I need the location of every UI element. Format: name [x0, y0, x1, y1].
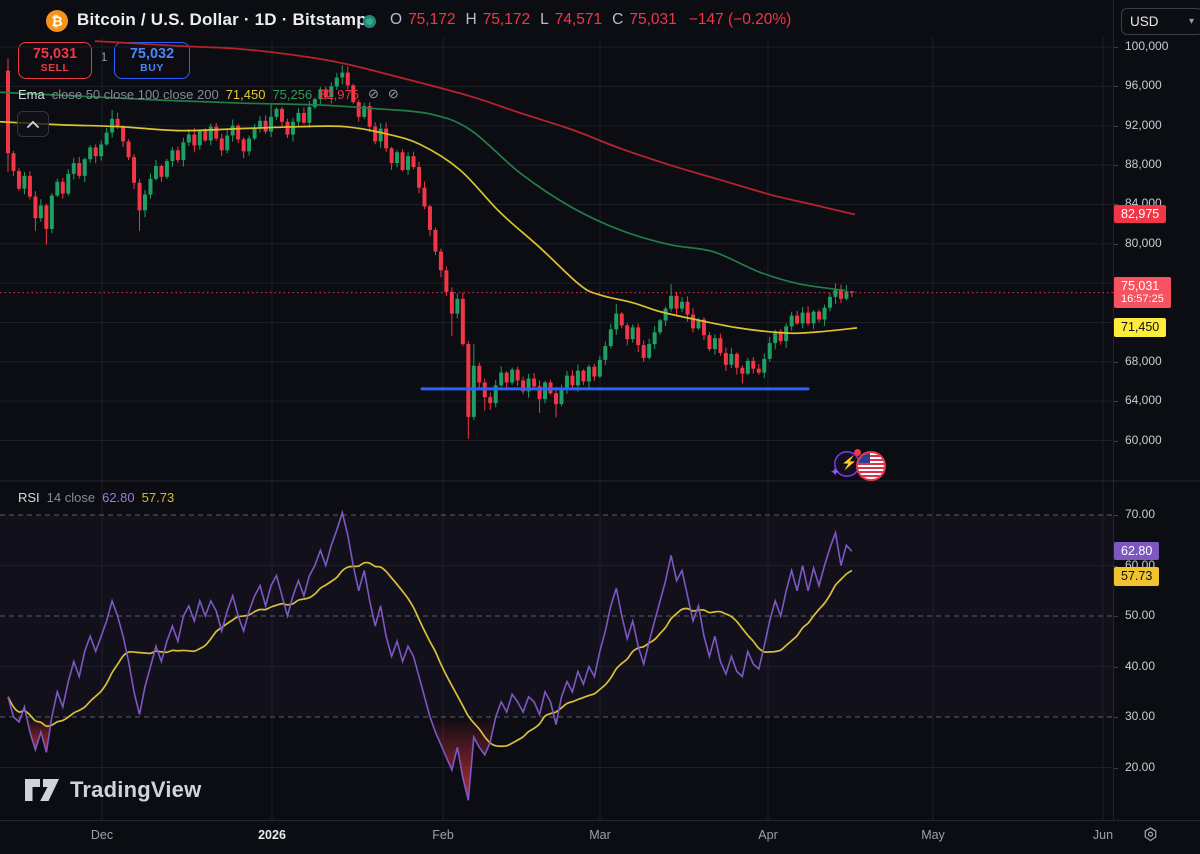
- price-tick-label: 80,000: [1125, 235, 1162, 250]
- time-label-apr: Apr: [758, 828, 778, 842]
- ema200-line[interactable]: [94, 40, 856, 216]
- rsi-ma-line[interactable]: [7, 561, 853, 748]
- rsi-tick-label: 50.00: [1125, 608, 1156, 622]
- market-status-icon[interactable]: [363, 15, 376, 28]
- high-label: H: [465, 11, 477, 28]
- price-tick-label: 100,000: [1125, 39, 1169, 53]
- open-label: O: [390, 11, 403, 28]
- high-value: 75,172: [482, 11, 531, 28]
- rsi-oversold-fill: [430, 717, 496, 801]
- rsi-name: RSI: [18, 490, 40, 505]
- currency-selector[interactable]: USD ▾: [1121, 8, 1200, 35]
- chevron-up-icon: [27, 120, 39, 128]
- rsi-ma-value-label: 57.73: [1114, 567, 1160, 586]
- time-label-mar: Mar: [589, 828, 611, 842]
- close-value: 75,031: [629, 11, 677, 28]
- rsi-value-label: 62.80: [1114, 541, 1160, 561]
- tradingview-logo-icon: [25, 779, 59, 801]
- sparkle-icon: ✦: [830, 465, 841, 479]
- rsi-indicator-legend[interactable]: RSI 14 close 62.80 57.73: [18, 490, 174, 505]
- ema200-price-label: 82,975: [1114, 204, 1167, 224]
- price-tick-label: 96,000: [1125, 78, 1162, 93]
- rsi-ma-value: 57.73: [141, 490, 175, 505]
- price-tick-label: 68,000: [1125, 353, 1162, 368]
- spread-value: 1: [100, 50, 108, 64]
- ema-hide-icon[interactable]: ⊘: [367, 86, 379, 101]
- rsi-tick-label: 70.00: [1125, 507, 1156, 521]
- time-label-2026: 2026: [258, 828, 286, 842]
- tradingview-logo-text: TradingView: [70, 777, 202, 802]
- close-label: C: [612, 11, 624, 28]
- gear-icon: [1144, 827, 1157, 842]
- sell-label: SELL: [40, 61, 70, 74]
- low-label: L: [540, 11, 549, 28]
- us-flag-event-icon[interactable]: [856, 451, 886, 481]
- sell-price: 75,031: [32, 46, 78, 63]
- time-label-may: May: [921, 828, 945, 842]
- price-tick-label: 64,000: [1125, 393, 1162, 408]
- price-axis[interactable]: USD ▾ 100,000 96,000 92,000 88,000 84,000 80,…: [1113, 0, 1200, 820]
- price-tick-label: 88,000: [1125, 157, 1162, 172]
- symbol-toolbar: ₿ Bitcoin / U.S. Dollar · 1D · Bitstamp …: [0, 0, 1113, 36]
- currency-value: USD: [1130, 14, 1159, 29]
- rsi-value: 62.80: [102, 490, 135, 505]
- symbol-title[interactable]: Bitcoin / U.S. Dollar · 1D · Bitstamp: [77, 10, 367, 29]
- last-price-label: 75,031 16:57:25: [1114, 276, 1171, 308]
- buy-price: 75,032: [129, 46, 175, 63]
- ema-name: Ema: [18, 86, 45, 102]
- ema100-value: 75,256: [272, 86, 313, 102]
- flag-canton: [858, 453, 870, 463]
- tradingview-logo[interactable]: TradingView: [24, 775, 201, 805]
- ema100-line[interactable]: [0, 91, 846, 292]
- collapse-legend-button[interactable]: [17, 111, 49, 137]
- bitcoin-logo-icon: ₿: [46, 10, 68, 32]
- rsi-line[interactable]: [7, 509, 853, 801]
- rsi-params: 14 close: [46, 490, 96, 505]
- change-value: −147 (−0.20%): [688, 11, 792, 28]
- time-label-feb: Feb: [432, 828, 454, 842]
- open-value: 75,172: [408, 11, 456, 28]
- price-tick-label: 92,000: [1125, 117, 1162, 132]
- ai-event-icon[interactable]: ⚡ ✦: [830, 449, 861, 479]
- chevron-down-icon: ▾: [1188, 16, 1194, 27]
- notification-dot: [854, 449, 861, 456]
- time-label-dec: Dec: [90, 828, 114, 842]
- low-value: 74,571: [554, 11, 603, 28]
- candlesticks: [6, 58, 854, 439]
- ema50-value: 71,450: [225, 86, 266, 102]
- ema-hide-icon-2[interactable]: ⊘: [387, 86, 399, 101]
- time-label-jun: Jun: [1092, 828, 1114, 842]
- buy-label: BUY: [140, 61, 164, 74]
- event-markers: ⚡ ✦: [830, 449, 886, 481]
- rsi-tick-label: 20.00: [1125, 759, 1156, 774]
- ema-indicator-legend[interactable]: Ema close 50 close 100 close 200 71,450 …: [18, 86, 399, 102]
- ema200-value: 82,975: [319, 86, 359, 102]
- ema50-price-label: 71,450: [1114, 318, 1167, 337]
- rsi-tick-label: 40.00: [1125, 658, 1156, 673]
- ema50-line[interactable]: [0, 120, 858, 335]
- buy-button[interactable]: 75,032 BUY: [114, 42, 190, 79]
- lightning-icon: ⚡: [841, 455, 858, 470]
- ohlc-readout: O 75,172 H 75,172 L 74,571 C 75,031 −147 (−0…: [390, 11, 791, 29]
- axis-settings-gear-icon[interactable]: [1142, 826, 1159, 847]
- sell-button[interactable]: 75,031 SELL: [18, 42, 92, 79]
- ema-params: close 50 close 100 close 200: [51, 86, 219, 102]
- rsi-tick-label: 30.00: [1125, 709, 1156, 723]
- price-tick-label: 60,000: [1125, 432, 1162, 447]
- time-axis[interactable]: Dec 2026 Feb Mar Apr May Jun: [0, 820, 1200, 854]
